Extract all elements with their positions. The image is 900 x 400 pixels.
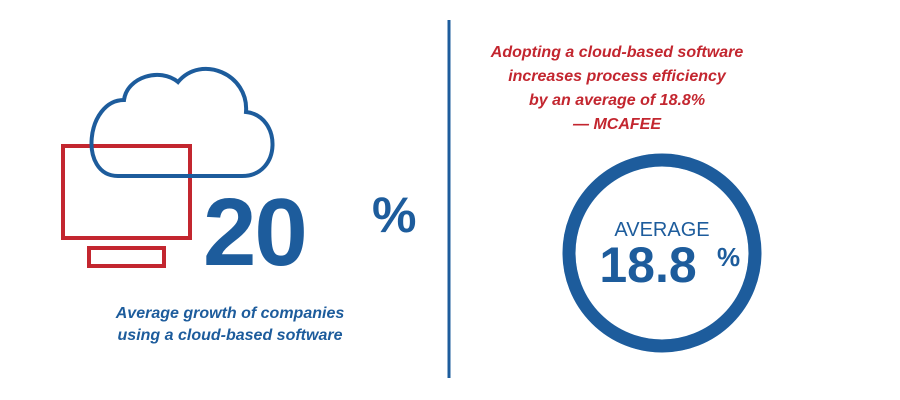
caption-line: Average growth of companies xyxy=(115,305,345,322)
monitor-icon xyxy=(61,144,192,240)
gauge-unit: % xyxy=(717,242,740,272)
monitor-stand-icon xyxy=(87,246,166,268)
gauge-value: 18.8 xyxy=(599,237,696,293)
gauge-label: AVERAGE xyxy=(614,219,709,241)
quote-source: — MCAFEE xyxy=(572,116,662,133)
quote-line: increases process efficiency xyxy=(508,68,727,85)
quote-line: by an average of 18.8% xyxy=(529,92,705,109)
stat-unit: % xyxy=(372,187,416,243)
caption-line: using a cloud-based software xyxy=(118,327,343,344)
stat-value: 20 xyxy=(203,179,306,286)
gauge-arc xyxy=(562,153,762,353)
cloud-icon xyxy=(89,66,275,178)
quote-line: Adopting a cloud-based software xyxy=(490,44,744,61)
